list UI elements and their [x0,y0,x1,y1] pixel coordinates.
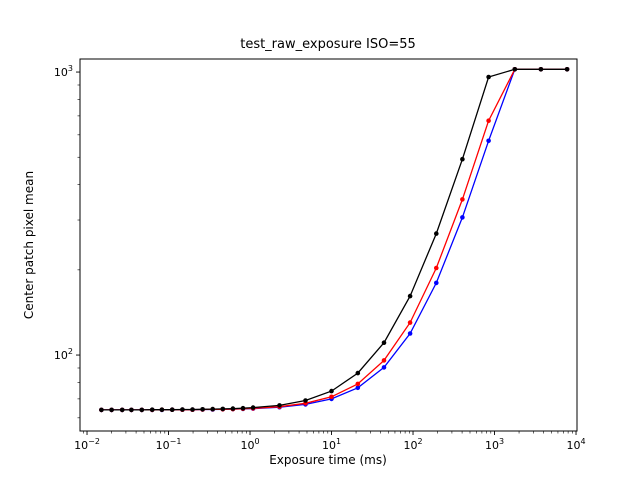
series-line-black [101,68,568,411]
marker-blue [407,331,413,336]
marker-red [381,358,387,363]
marker-blue [434,280,439,286]
marker-black [99,407,104,413]
marker-black [564,67,570,72]
marker-black [109,407,114,413]
y-tick-label: 102 [54,347,73,362]
marker-blue [381,365,387,370]
marker-black [434,231,439,236]
marker-blue [355,385,361,391]
x-tick-label: 10−1 [156,437,182,452]
marker-black [512,67,518,72]
marker-black [355,370,361,376]
marker-black [169,407,175,413]
marker-red [355,381,361,387]
marker-black [303,398,308,403]
x-axis-label: Exposure time (ms) [269,453,387,467]
marker-black [460,156,465,162]
marker-black [129,407,134,413]
marker-black [486,74,491,80]
marker-black [190,407,195,412]
marker-black [180,407,185,412]
marker-black [220,406,226,412]
x-tick-label: 103 [485,437,504,452]
plot-area: 10−2 10−1 100 101 102 103 104 102 103 [54,58,586,452]
marker-black [250,405,256,410]
marker-black [210,406,215,412]
series-line-red [101,68,568,411]
marker-red [329,394,334,400]
marker-red [407,320,413,325]
y-tick-label: 103 [54,64,73,79]
marker-red [434,265,439,271]
x-tick-label: 104 [566,437,585,452]
marker-black [230,406,236,411]
x-tick-label: 101 [322,437,341,452]
marker-red [486,118,491,123]
marker-blue [486,138,491,144]
marker-black [240,405,246,411]
x-tick-label: 102 [403,437,422,452]
marker-black [149,407,155,413]
marker-black [139,407,145,413]
marker-black [329,388,334,394]
marker-black [159,407,165,413]
marker-red [460,197,465,202]
x-tick-label: 100 [240,437,259,452]
marker-blue [460,215,465,220]
x-tick-label: 10−2 [74,437,100,452]
series-line-blue [101,68,568,411]
marker-black [119,407,125,413]
marker-black [381,340,387,346]
marker-black [277,403,282,408]
axes-frame [79,58,578,432]
chart-title: test_raw_exposure ISO=55 [240,37,416,52]
y-axis-label: Center patch pixel mean [22,171,36,319]
marker-black [538,67,544,72]
marker-black [200,407,205,412]
marker-black [407,293,413,299]
